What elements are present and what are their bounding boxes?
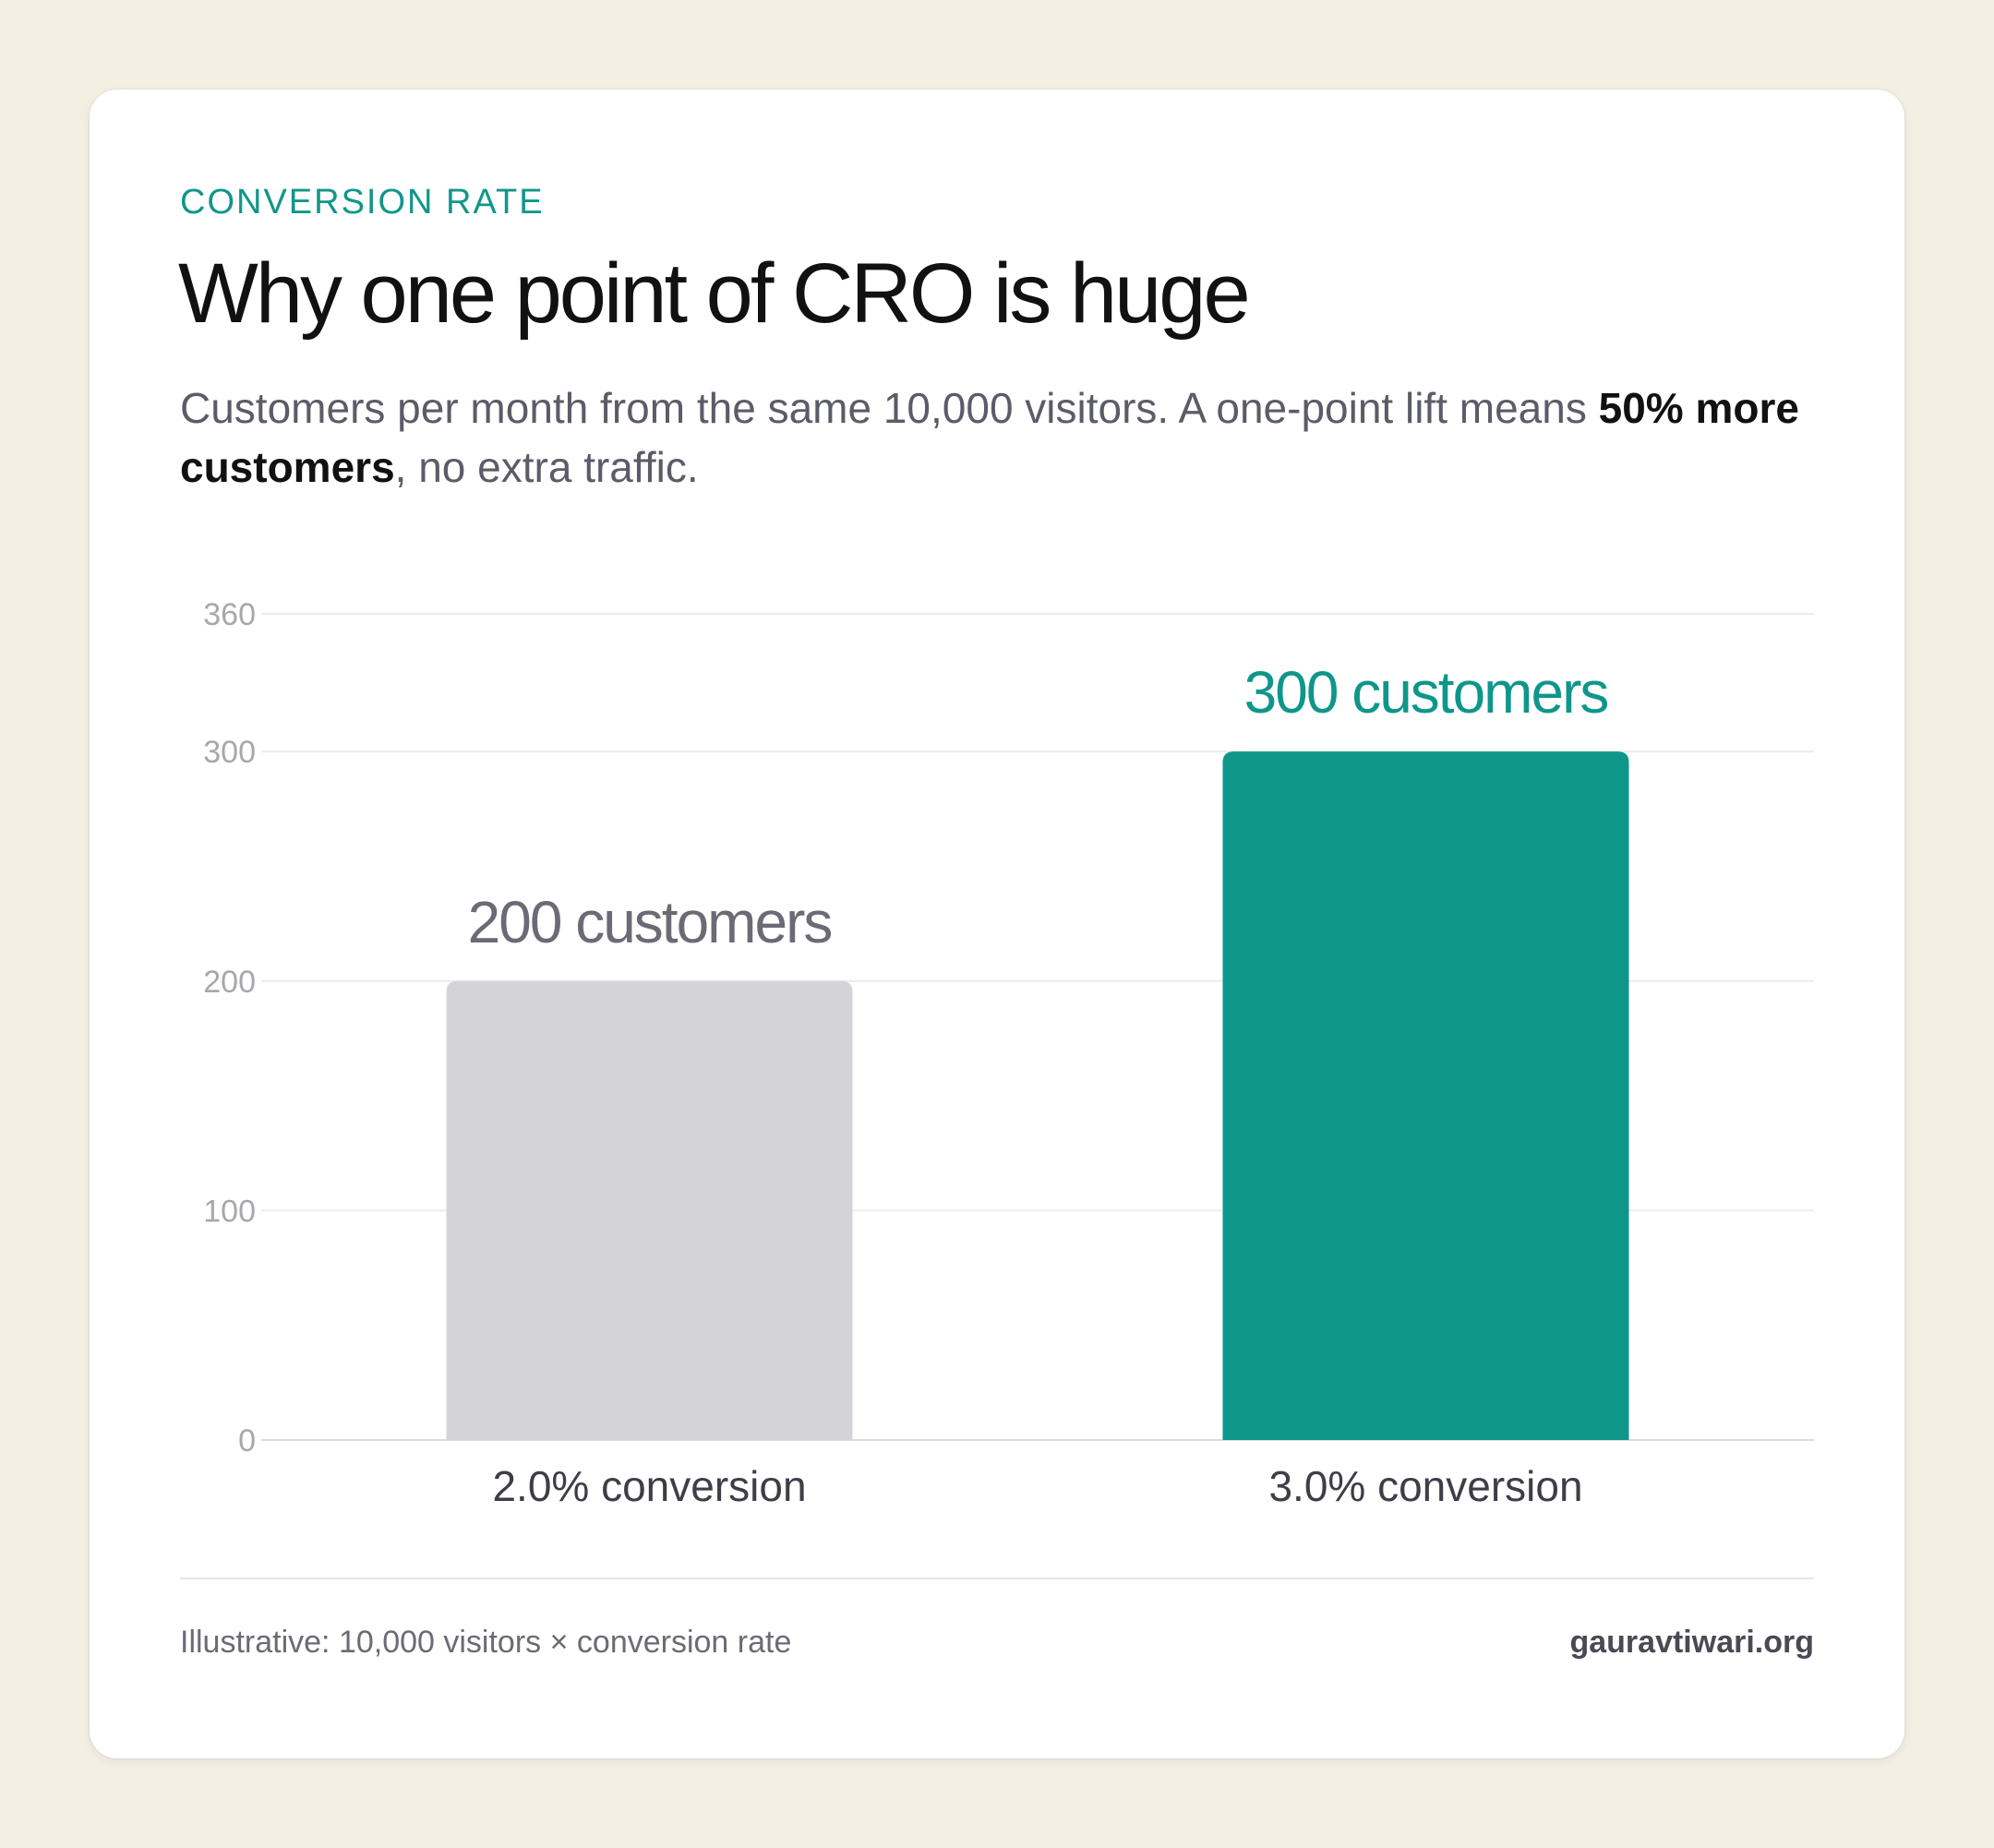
- chart-title: Why one point of CRO is huge: [178, 246, 1251, 341]
- y-tick-label-200: 200: [203, 965, 256, 1000]
- bar-1: [1222, 751, 1629, 1440]
- y-tick-label-100: 100: [203, 1194, 256, 1229]
- x-category-label-1: 3.0% conversion: [1268, 1462, 1582, 1510]
- x-category-label-0: 2.0% conversion: [492, 1462, 806, 1510]
- bar-chart: 0 100 200 300 360 200 customers 2.0% conversio…: [203, 597, 1814, 1510]
- footer-divider: [180, 1578, 1814, 1579]
- brand-link[interactable]: gauravtiwari.org: [1569, 1625, 1814, 1660]
- y-tick-label-300: 300: [203, 735, 256, 770]
- eyebrow-label: CONVERSION RATE: [180, 183, 545, 222]
- chart-subtitle: Customers per month from the same 10,000…: [180, 378, 1823, 497]
- y-tick-label-0: 0: [238, 1423, 256, 1458]
- bar-0: [446, 980, 853, 1440]
- y-tick-label-360: 360: [203, 597, 256, 632]
- footnote: Illustrative: 10,000 visitors × conversi…: [180, 1625, 792, 1660]
- data-label-1: 300 customers: [1244, 659, 1608, 726]
- data-label-0: 200 customers: [468, 889, 832, 955]
- subtitle-tail: , no extra traffic.: [394, 443, 699, 491]
- subtitle-emphasis: 50% more customers: [180, 384, 1799, 491]
- subtitle-lead: Customers per month from the same 10,000…: [180, 384, 1599, 432]
